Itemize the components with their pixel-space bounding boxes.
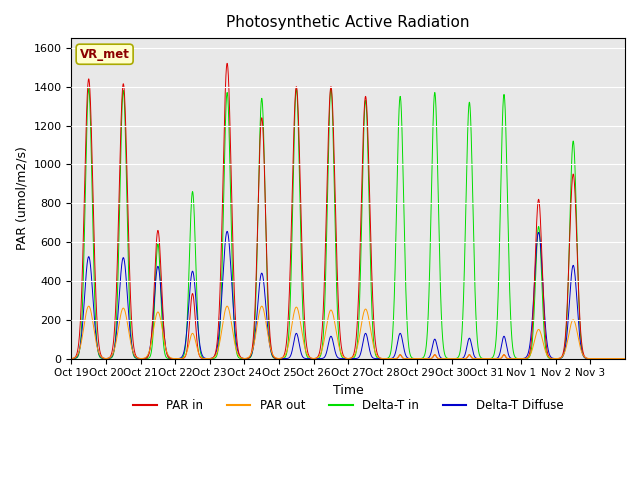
Title: Photosynthetic Active Radiation: Photosynthetic Active Radiation: [227, 15, 470, 30]
Y-axis label: PAR (umol/m2/s): PAR (umol/m2/s): [15, 146, 28, 250]
Text: VR_met: VR_met: [80, 48, 129, 61]
Legend: PAR in, PAR out, Delta-T in, Delta-T Diffuse: PAR in, PAR out, Delta-T in, Delta-T Dif…: [129, 395, 568, 417]
X-axis label: Time: Time: [333, 384, 364, 397]
